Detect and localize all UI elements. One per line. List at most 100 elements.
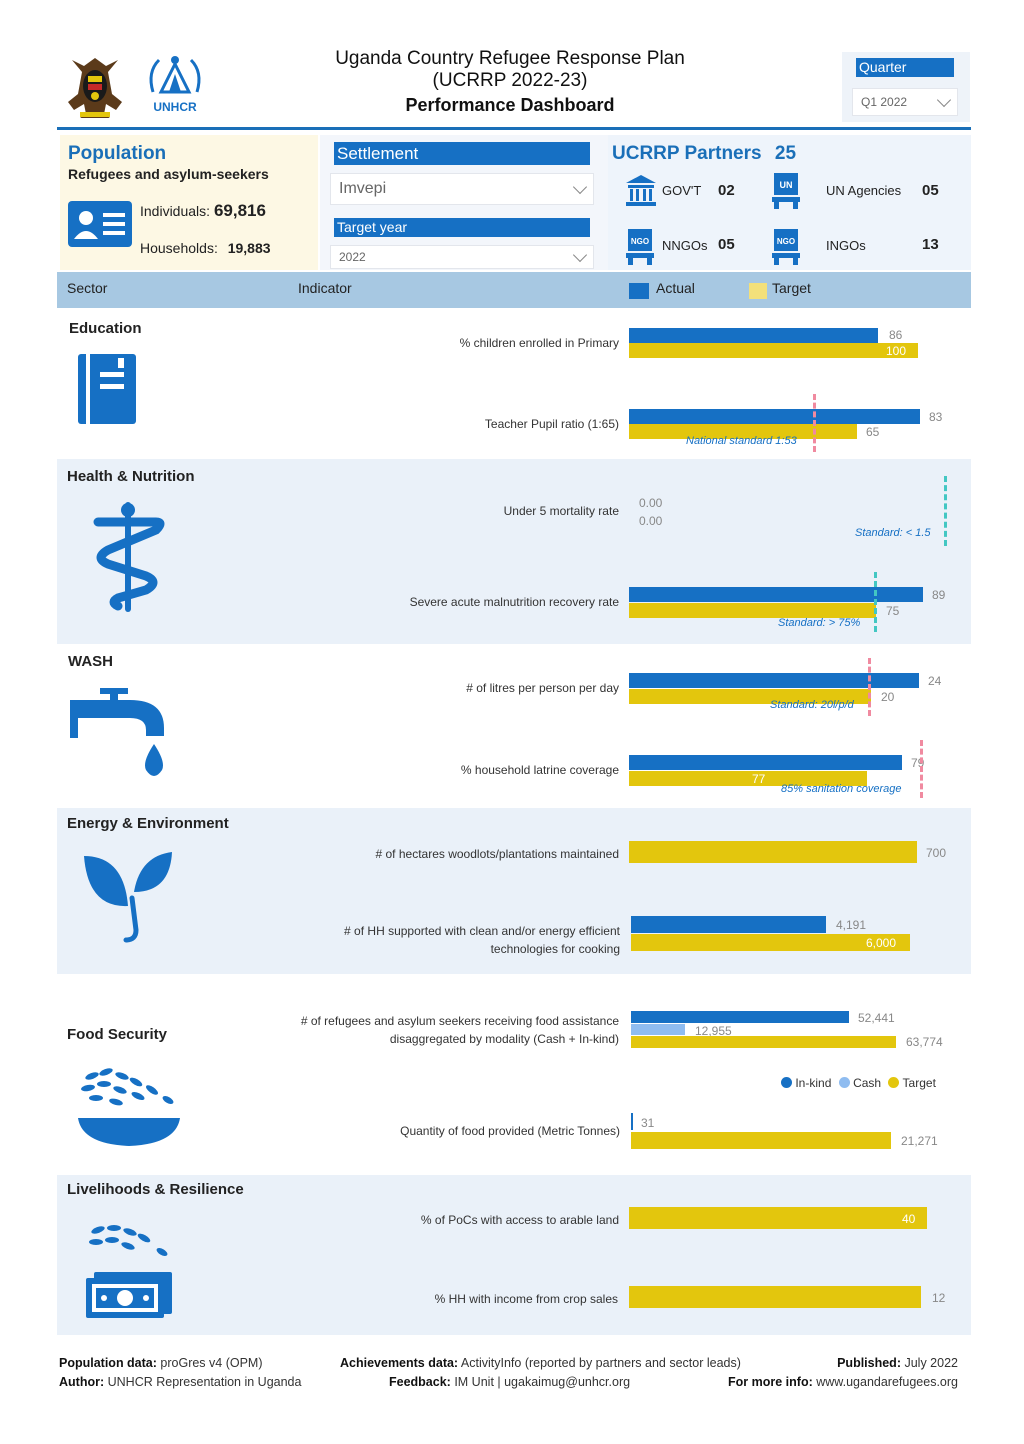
- indicator-edu-enrolled: % children enrolled in Primary: [459, 336, 619, 350]
- food-legend: In-kind Cash Target: [781, 1076, 936, 1090]
- en1-target-label: 700: [926, 846, 947, 860]
- title-line-1: Uganda Country Refugee Response Plan: [335, 48, 685, 69]
- sector-food: Food Security: [67, 1026, 168, 1043]
- partners-title-text: UCRRP Partners: [612, 143, 762, 164]
- settlement-label: Settlement: [334, 142, 590, 165]
- food1-cash-bar: [631, 1024, 685, 1035]
- edu2-standard-label: National standard 1:53: [686, 435, 797, 447]
- unhcr-logo-text: UNHCR: [153, 100, 197, 114]
- individuals-row: Individuals: 69,816: [140, 201, 266, 221]
- hea1-standard-label: Standard: < 1.5: [855, 527, 931, 539]
- cash-legend-dot: [838, 1077, 850, 1088]
- un-agencies-label: UN Agencies: [826, 183, 902, 198]
- govt-value: 02: [718, 182, 735, 199]
- feedback-value[interactable]: IM Unit | ugakaimug@unhcr.org: [454, 1375, 631, 1389]
- food1-inkind-bar: [631, 1011, 849, 1023]
- hea2-target-label: 75: [886, 604, 900, 618]
- liv2-target-bar: [629, 1286, 921, 1308]
- food1-cash-label: 12,955: [695, 1024, 732, 1038]
- author-value: UNHCR Representation in Uganda: [107, 1375, 302, 1389]
- achievements-value: ActivityInfo (reported by partners and s…: [460, 1356, 741, 1370]
- header-divider: [57, 127, 971, 130]
- notebook-icon: [78, 354, 136, 424]
- chevron-down-icon: [572, 179, 588, 195]
- quarter-filter-panel: Quarter Q1 2022: [842, 52, 970, 122]
- hea1-standard-line: [944, 476, 947, 546]
- households-row: Households: 19,883: [140, 240, 271, 256]
- edu2-actual-bar: [629, 409, 920, 424]
- sector-column-label: Sector: [67, 280, 108, 296]
- wash1-target-bar: [629, 689, 871, 704]
- partners-total: 25: [774, 143, 797, 164]
- food1-target-bar: [631, 1036, 896, 1048]
- livelihoods-band: [57, 1175, 971, 1335]
- wash2-target-bar: [629, 771, 867, 786]
- target-year-label: Target year: [334, 218, 590, 237]
- target-legend-swatch: [749, 283, 767, 299]
- nngo-badge-text: NGO: [631, 237, 649, 246]
- ingo-badge-text: NGO: [777, 237, 795, 246]
- cash-legend-label: Cash: [853, 1076, 882, 1090]
- settlement-value: Imvepi: [339, 180, 387, 197]
- actual-legend-label: Actual: [656, 280, 695, 296]
- uganda-coat-of-arms-icon: [60, 52, 130, 122]
- wash1-actual-label: 24: [928, 674, 942, 688]
- households-label: Households:: [140, 240, 218, 256]
- footer-right: Published: July 2022 For more info: www.…: [728, 1354, 958, 1392]
- households-value: 19,883: [227, 240, 271, 256]
- food1-label-line-1: # of refugees and asylum seekers receivi…: [300, 1014, 619, 1028]
- indicator-arable-land: % of PoCs with access to arable land: [420, 1213, 619, 1227]
- population-title: Population: [68, 143, 167, 164]
- indicator-hectares-woodlots: # of hectares woodlots/plantations maint…: [375, 847, 620, 861]
- hea2-target-bar: [629, 603, 876, 618]
- food1-label-line-2: disaggregated by modality (Cash + In-kin…: [389, 1032, 619, 1046]
- edu2-standard-line: [813, 394, 816, 452]
- settlement-panel: Settlement Imvepi Target year 2022: [320, 135, 608, 270]
- food1-target-label: 63,774: [906, 1035, 943, 1049]
- settlement-dropdown[interactable]: Imvepi: [330, 173, 594, 205]
- hea2-standard-label: Standard: > 75%: [778, 617, 861, 629]
- water-tap-icon: [70, 688, 166, 784]
- sector-education: Education: [69, 320, 142, 337]
- edu1-target-label: 100: [886, 344, 907, 358]
- chevron-down-icon: [572, 247, 588, 263]
- quarter-dropdown[interactable]: Q1 2022: [852, 88, 958, 116]
- wash2-standard-label: 85% sanitation coverage: [781, 783, 902, 795]
- liv1-target-label: 40: [902, 1212, 916, 1226]
- population-panel: Population Refugees and asylum-seekers I…: [60, 135, 318, 270]
- govt-label: GOV'T: [662, 183, 702, 198]
- hea2-standard-line: [874, 572, 877, 632]
- wash2-target-label: 77: [752, 772, 766, 786]
- id-card-icon: [68, 201, 132, 247]
- indicator-food-quantity: Quantity of food provided (Metric Tonnes…: [400, 1124, 620, 1138]
- indicator-crop-sales-income: % HH with income from crop sales: [434, 1292, 618, 1306]
- dashboard-title: Uganda Country Refugee Response Plan (UC…: [250, 48, 770, 116]
- un-badge-text: UN: [780, 180, 793, 190]
- target-year-dropdown[interactable]: 2022: [330, 245, 594, 269]
- inkind-legend-dot: [781, 1077, 792, 1088]
- feedback-label: Feedback:: [389, 1375, 451, 1389]
- more-info-label: For more info:: [728, 1375, 813, 1389]
- footer-left: Population data: proGres v4 (OPM) Author…: [59, 1354, 301, 1392]
- quarter-value: Q1 2022: [861, 95, 908, 109]
- nngo-label: NNGOs: [662, 238, 708, 253]
- government-building-icon: [626, 175, 656, 207]
- edu2-target-bar: [629, 424, 857, 439]
- wash1-actual-bar: [629, 673, 919, 688]
- published-label: Published:: [837, 1356, 901, 1370]
- indicator-column-label: Indicator: [298, 280, 352, 296]
- edu1-target-bar: [629, 343, 918, 358]
- wash2-actual-bar: [629, 755, 902, 770]
- nngo-icon: NGO: [626, 229, 654, 265]
- inkind-legend-label: In-kind: [795, 1076, 832, 1090]
- more-info-link[interactable]: www.ugandarefugees.org: [816, 1375, 958, 1389]
- hea2-actual-bar: [629, 587, 923, 602]
- grain-bowl-icon: [76, 1066, 182, 1148]
- indicator-sam-recovery: Severe acute malnutrition recovery rate: [409, 595, 619, 609]
- food2-target-label: 21,271: [901, 1134, 938, 1148]
- en2-actual-label: 4,191: [836, 918, 867, 932]
- target-legend-label: Target: [772, 280, 811, 296]
- population-subtitle: Refugees and asylum-seekers: [68, 166, 269, 182]
- food1-inkind-label: 52,441: [858, 1011, 895, 1025]
- partners-title: UCRRP Partners 25: [612, 143, 796, 165]
